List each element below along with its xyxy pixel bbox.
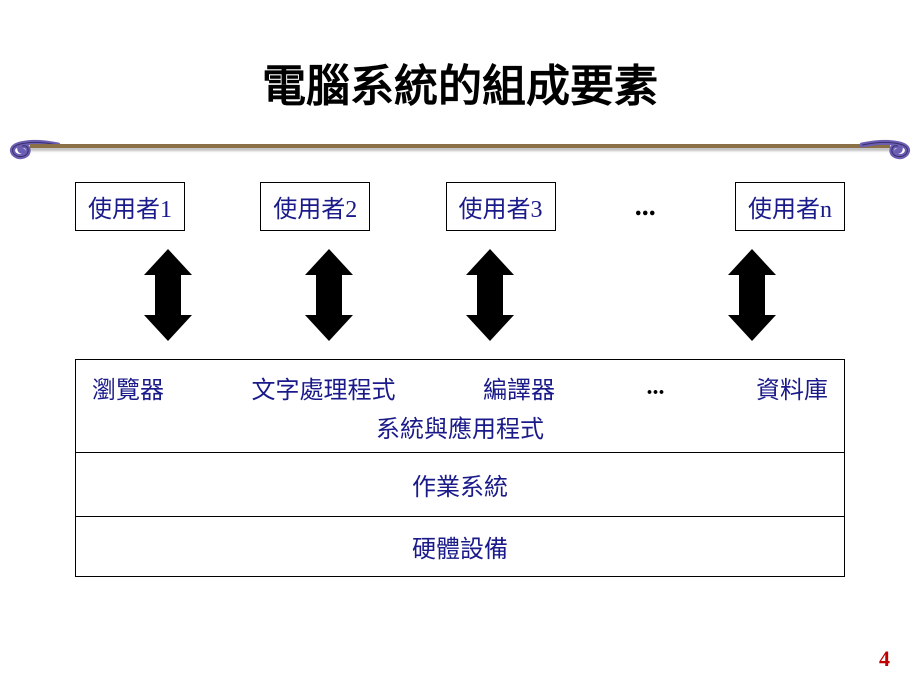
user-box-2: 使用者2 xyxy=(260,182,370,231)
double-arrow-icon xyxy=(144,249,192,341)
user-box-3: 使用者3 xyxy=(446,182,556,231)
arrows-row xyxy=(75,247,845,343)
apps-list: 瀏覽器 文字處理程式 編譯器 ... 資料庫 xyxy=(92,370,828,405)
app-compiler: 編譯器 xyxy=(483,370,555,405)
apps-subtitle: 系統與應用程式 xyxy=(92,409,828,444)
user-box-n: 使用者n xyxy=(735,182,845,231)
os-layer: 作業系統 xyxy=(76,453,844,517)
app-wordproc: 文字處理程式 xyxy=(252,370,396,405)
slide-title: 電腦系統的組成要素 xyxy=(0,50,920,114)
apps-ellipsis: ... xyxy=(643,374,669,401)
slide: 電腦系統的組成要素 使用者1 使用者2 使用者3 ... 使用者n xyxy=(0,0,920,690)
users-ellipsis: ... xyxy=(631,191,660,223)
double-arrow-icon xyxy=(728,249,776,341)
user-box-1: 使用者1 xyxy=(75,182,185,231)
diagram-content: 使用者1 使用者2 使用者3 ... 使用者n xyxy=(75,182,845,577)
hw-layer: 硬體設備 xyxy=(76,517,844,576)
app-database: 資料庫 xyxy=(756,370,828,405)
divider-line xyxy=(30,144,890,148)
double-arrow-icon xyxy=(305,249,353,341)
title-divider xyxy=(0,132,920,162)
app-browser: 瀏覽器 xyxy=(92,370,164,405)
page-number: 4 xyxy=(879,646,890,672)
apps-layer: 瀏覽器 文字處理程式 編譯器 ... 資料庫 系統與應用程式 xyxy=(76,360,844,453)
double-arrow-icon xyxy=(466,249,514,341)
scroll-ornament-right-icon xyxy=(858,132,912,162)
users-row: 使用者1 使用者2 使用者3 ... 使用者n xyxy=(75,182,845,231)
layers-stack: 瀏覽器 文字處理程式 編譯器 ... 資料庫 系統與應用程式 作業系統 硬體設備 xyxy=(75,359,845,577)
